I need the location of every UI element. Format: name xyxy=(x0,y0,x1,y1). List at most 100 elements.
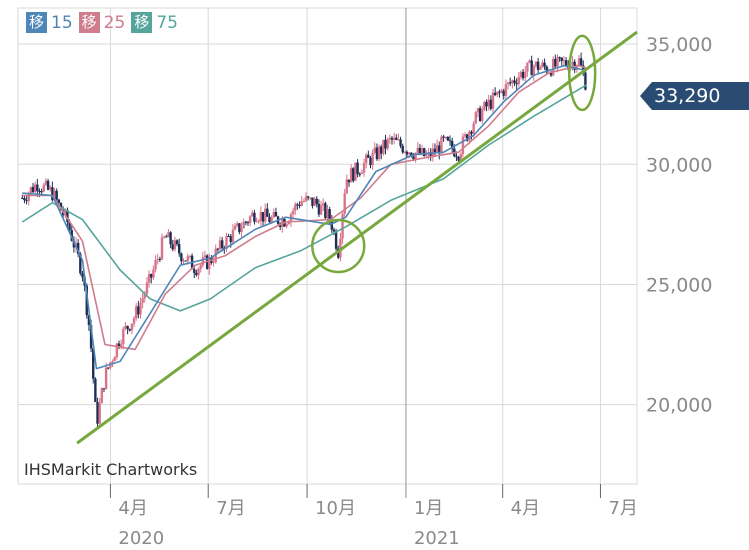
candle-body xyxy=(470,131,473,134)
candle-body xyxy=(147,273,151,283)
legend-ma15[interactable]: 移 15 xyxy=(26,12,73,33)
candle-body xyxy=(261,212,265,222)
candle-body xyxy=(543,62,546,67)
candle-body xyxy=(270,217,273,223)
candle-body xyxy=(294,204,297,211)
candle-body xyxy=(33,184,37,193)
candle-body xyxy=(218,240,222,250)
candle-body xyxy=(386,138,389,149)
candle-body xyxy=(356,162,359,174)
candle-body xyxy=(405,151,409,155)
candle-body xyxy=(309,197,312,199)
candle-body xyxy=(504,84,508,96)
current-price-tag: 33,290 xyxy=(640,82,749,110)
candle-body xyxy=(94,378,97,403)
candle-body xyxy=(42,184,45,192)
candle-body xyxy=(135,306,138,319)
moving-averages xyxy=(21,64,587,370)
candle-body xyxy=(92,348,95,379)
support-trendline xyxy=(76,30,638,445)
candle-body xyxy=(349,168,353,183)
candle-body xyxy=(392,137,396,140)
candle-body xyxy=(474,112,478,124)
candle-body xyxy=(500,90,503,93)
candle-body xyxy=(440,136,443,154)
legend-ma75[interactable]: 移 75 xyxy=(131,12,178,33)
candle-body xyxy=(388,137,392,139)
candle-body xyxy=(64,210,67,216)
candle-body xyxy=(354,162,357,181)
candle-body xyxy=(186,256,189,262)
candle-body xyxy=(530,60,533,76)
candle-body xyxy=(98,403,101,424)
candle-body xyxy=(117,343,121,347)
candle-body xyxy=(115,343,119,358)
price-tag-arrow xyxy=(640,82,652,110)
candle-body xyxy=(165,236,168,238)
candle-body xyxy=(324,203,327,219)
candle-body xyxy=(227,236,230,238)
x-tick-label: 10月 xyxy=(315,498,356,519)
annotation-ellipse xyxy=(567,34,597,112)
candle-body xyxy=(384,139,387,149)
candle-body xyxy=(139,302,142,315)
candle-body xyxy=(154,259,157,270)
y-tick-label: 35,000 xyxy=(646,34,712,56)
candle-body xyxy=(246,222,250,224)
candle-body xyxy=(418,147,422,155)
candle-body xyxy=(85,285,88,316)
candle-body xyxy=(573,61,576,70)
ma25-line xyxy=(22,64,587,351)
candle-body xyxy=(341,213,344,239)
candle-body xyxy=(287,221,291,225)
candle-body xyxy=(298,205,301,207)
candle-body xyxy=(345,179,349,194)
candle-body xyxy=(519,71,523,77)
candle-body xyxy=(23,198,26,201)
legend-ma25[interactable]: 移 25 xyxy=(78,12,125,33)
candle-body xyxy=(508,82,512,84)
candle-body xyxy=(521,71,525,79)
candle-body xyxy=(373,147,376,153)
candle-body xyxy=(236,223,239,226)
y-axis-labels: 35,000 30,000 25,000 20,000 xyxy=(646,34,712,417)
candle-body xyxy=(511,80,514,84)
candle-body xyxy=(203,255,207,258)
candle-body xyxy=(107,367,110,369)
x-tick-label: 4月 xyxy=(118,498,147,519)
candle-body xyxy=(545,66,548,73)
candle-body xyxy=(579,58,583,66)
candle-body xyxy=(560,57,563,62)
candle-body xyxy=(119,344,123,347)
candle-body xyxy=(122,328,125,345)
candle-body xyxy=(212,262,215,264)
candle-body xyxy=(347,179,351,183)
candle-body xyxy=(457,157,460,161)
price-tag-body xyxy=(652,82,749,110)
candle-body xyxy=(272,212,275,218)
legend-ma15-value: 15 xyxy=(51,12,73,33)
candle-body xyxy=(193,269,196,273)
legend-ma15-box: 移 xyxy=(26,12,48,33)
candle-body xyxy=(251,212,254,217)
candle-body xyxy=(145,282,149,294)
candle-body xyxy=(498,91,501,93)
candle-body xyxy=(554,58,557,67)
candle-body xyxy=(412,156,415,160)
candle-body xyxy=(450,140,454,149)
candle-body xyxy=(399,139,402,146)
trendline-layer xyxy=(76,30,638,445)
candle-body xyxy=(539,66,542,70)
candle-body xyxy=(463,134,467,137)
y-tick-label: 25,000 xyxy=(646,274,712,296)
x-tick-label: 7月 xyxy=(608,498,637,519)
candle-body xyxy=(485,101,488,107)
candle-body xyxy=(225,236,228,249)
legend-ma25-box: 移 xyxy=(78,12,100,33)
candle-body xyxy=(401,145,404,153)
candle-body xyxy=(199,265,202,269)
candle-body xyxy=(25,200,28,202)
candle-body xyxy=(487,99,490,107)
candle-body xyxy=(248,216,252,223)
